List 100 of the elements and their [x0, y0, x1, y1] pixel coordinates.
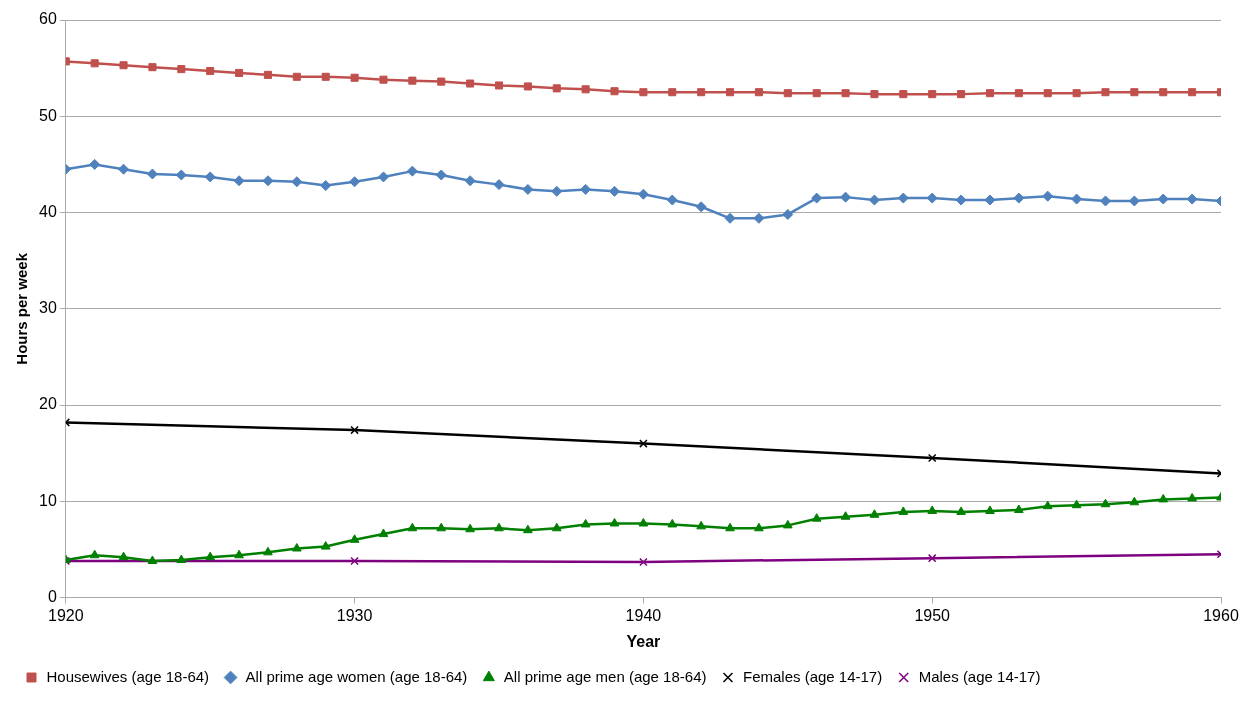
- point: [436, 522, 447, 532]
- point: [523, 524, 533, 534]
- point: [292, 543, 302, 552]
- point: [697, 88, 706, 97]
- point: [1130, 88, 1139, 97]
- point: [841, 89, 850, 98]
- point: [1072, 89, 1081, 98]
- point: [408, 76, 417, 85]
- point: [262, 175, 274, 187]
- point: [1071, 499, 1082, 509]
- x-axis-title: Year: [626, 632, 661, 650]
- point: [1014, 89, 1023, 98]
- y-tick-label: 30: [39, 299, 57, 317]
- point: [696, 520, 706, 530]
- point: [957, 90, 966, 99]
- point: [1099, 195, 1111, 207]
- point: [609, 517, 620, 527]
- point: [695, 201, 707, 213]
- point: [898, 506, 909, 515]
- point: [899, 90, 908, 99]
- point: [581, 85, 590, 94]
- point: [377, 171, 389, 183]
- point: [754, 88, 763, 97]
- point: [148, 63, 157, 72]
- point: [235, 68, 244, 77]
- point: [437, 77, 446, 86]
- point: [291, 176, 303, 188]
- y-tick-label: 40: [39, 202, 57, 220]
- x-tick-label: 1940: [625, 606, 662, 624]
- point: [349, 534, 360, 543]
- y-axis-title: Hours per week: [13, 252, 31, 365]
- point: [1129, 496, 1140, 506]
- point: [1159, 88, 1168, 97]
- point: [551, 185, 563, 197]
- point: [147, 555, 158, 565]
- y-tick-label: 50: [39, 106, 57, 124]
- point: [955, 194, 967, 206]
- point: [379, 75, 388, 84]
- point: [868, 194, 880, 206]
- point: [523, 82, 532, 91]
- point: [204, 171, 216, 183]
- point: [869, 509, 880, 518]
- point: [118, 163, 130, 175]
- legend-label: Females (age 14-17): [742, 667, 883, 685]
- point: [724, 212, 736, 224]
- point: [494, 81, 504, 90]
- point: [812, 89, 821, 98]
- point: [811, 513, 822, 522]
- x-tick-label: 1920: [48, 606, 84, 624]
- point: [782, 519, 793, 529]
- point: [927, 553, 937, 563]
- point: [465, 523, 475, 533]
- point: [292, 72, 301, 81]
- point: [263, 546, 273, 556]
- point: [927, 505, 938, 514]
- y-tick-label: 10: [39, 491, 57, 509]
- point: [1071, 193, 1083, 205]
- point: [320, 180, 332, 192]
- point: [1188, 88, 1197, 97]
- point: [580, 518, 591, 528]
- point: [783, 89, 792, 98]
- point: [1157, 193, 1169, 205]
- point: [1042, 500, 1053, 510]
- point: [119, 61, 128, 70]
- point: [466, 79, 475, 88]
- point: [666, 194, 678, 206]
- point: [725, 522, 735, 532]
- point: [668, 88, 677, 97]
- point: [118, 551, 129, 561]
- point: [782, 208, 794, 220]
- point: [639, 439, 648, 448]
- point: [263, 70, 272, 79]
- point: [464, 175, 476, 187]
- point: [407, 522, 418, 532]
- point: [378, 528, 389, 538]
- point: [89, 158, 101, 170]
- point: [90, 59, 99, 68]
- x-tick-label: 1950: [914, 606, 951, 624]
- point: [639, 88, 648, 97]
- y-tick-label: 20: [39, 395, 57, 413]
- legend-label: All prime age women (age 18-64): [245, 667, 468, 685]
- point: [89, 549, 100, 559]
- point: [580, 183, 592, 195]
- point: [638, 517, 649, 527]
- point: [234, 549, 244, 559]
- point: [985, 89, 994, 98]
- point: [350, 556, 359, 566]
- y-tick-label: 60: [39, 10, 57, 28]
- point: [205, 551, 216, 561]
- point: [753, 212, 765, 224]
- point: [493, 179, 505, 191]
- point: [897, 192, 909, 204]
- point: [435, 169, 447, 181]
- point: [1187, 492, 1197, 502]
- point: [494, 522, 504, 532]
- point: [1014, 504, 1024, 513]
- x-tick-label: 1930: [336, 606, 373, 624]
- point: [551, 522, 562, 532]
- point: [350, 73, 359, 82]
- point: [146, 168, 158, 180]
